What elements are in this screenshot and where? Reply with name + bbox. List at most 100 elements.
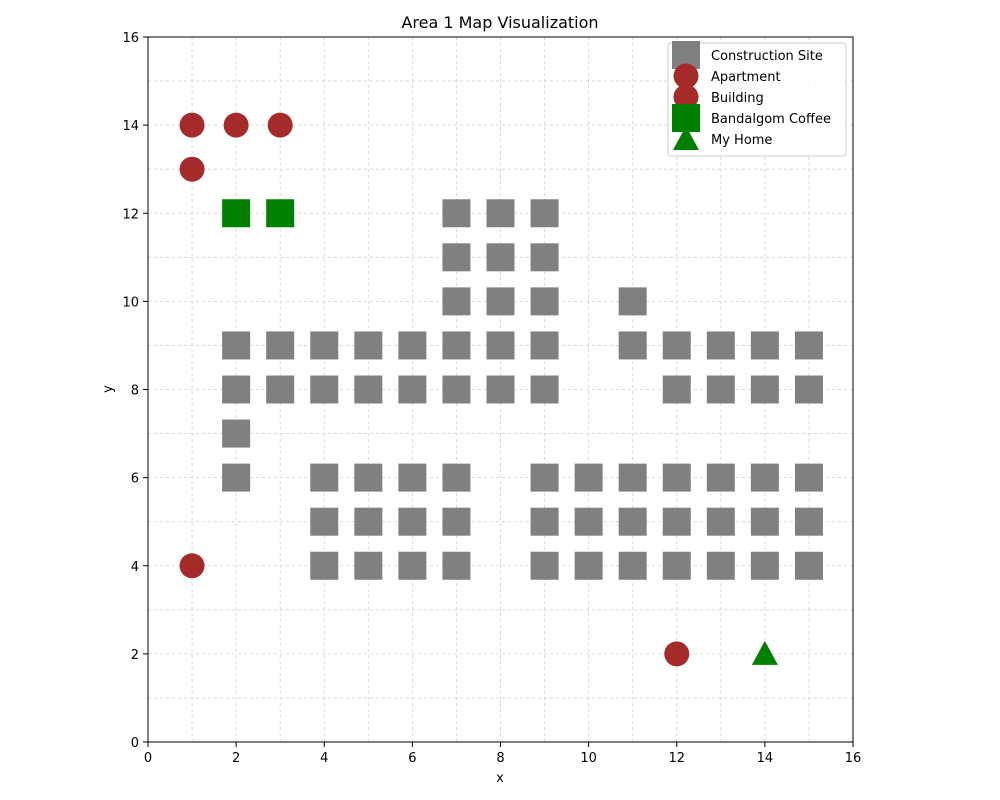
axis-ticks: 0 2 4 6 8 10 12 14 16 0 2 4 6 8 10 12 14 16 [122, 31, 861, 766]
construction-site-marker [442, 551, 471, 580]
y-tick-label: 14 [122, 119, 139, 134]
construction-site-marker [398, 507, 427, 536]
construction-site-marker [442, 375, 471, 404]
legend-building-label: Building [711, 91, 764, 106]
construction-site-marker [222, 375, 251, 404]
construction-site-marker [750, 463, 779, 492]
construction-site-marker [618, 331, 647, 360]
legend-apartment-label: Apartment [711, 70, 781, 85]
construction-site-marker [310, 551, 339, 580]
y-axis-label: y [101, 385, 116, 393]
y-tick-label: 16 [122, 31, 139, 46]
construction-site-marker [706, 375, 735, 404]
construction-site-marker [530, 243, 559, 272]
construction-site-marker [266, 331, 295, 360]
x-tick-label: 0 [144, 751, 152, 766]
construction-site-marker [530, 199, 559, 228]
plot-marks [179, 112, 823, 667]
apartment-marker [179, 112, 205, 138]
x-tick-label: 10 [580, 751, 597, 766]
legend-apartment-marker [673, 63, 699, 89]
construction-site-marker [442, 287, 471, 316]
legend-my-home-label: My Home [711, 133, 772, 148]
chart-title: Area 1 Map Visualization [401, 13, 598, 32]
x-axis-label: x [496, 771, 504, 786]
y-tick-label: 8 [131, 384, 139, 399]
construction-site-marker [310, 375, 339, 404]
construction-site-marker [354, 331, 383, 360]
construction-site-marker [530, 287, 559, 316]
construction-site-marker [442, 331, 471, 360]
construction-site-marker [750, 507, 779, 536]
x-tick-label: 12 [668, 751, 685, 766]
x-tick-label: 8 [496, 751, 504, 766]
construction-site-marker [662, 331, 691, 360]
construction-site-marker [618, 287, 647, 316]
construction-site-marker [662, 375, 691, 404]
apartment-marker [223, 112, 249, 138]
construction-site-marker [354, 551, 383, 580]
construction-site-marker [574, 463, 603, 492]
construction-site-marker [398, 331, 427, 360]
construction-site-marker [354, 463, 383, 492]
construction-site-marker [354, 507, 383, 536]
bandalgom-coffee-marker [266, 199, 295, 228]
construction-site-marker [750, 551, 779, 580]
construction-site-marker [398, 463, 427, 492]
x-tick-label: 2 [232, 751, 240, 766]
construction-site-marker [794, 331, 823, 360]
construction-site-marker [750, 375, 779, 404]
apartment-marker [664, 641, 690, 667]
construction-site-marker [530, 375, 559, 404]
construction-site-marker [662, 463, 691, 492]
construction-site-marker [442, 243, 471, 272]
apartment-marker [267, 112, 293, 138]
construction-site-marker [398, 375, 427, 404]
construction-site-marker [486, 331, 515, 360]
construction-site-marker [266, 375, 295, 404]
y-tick-label: 12 [122, 207, 139, 222]
x-tick-label: 6 [408, 751, 416, 766]
y-tick-label: 2 [131, 648, 139, 663]
legend-box [667, 42, 847, 157]
construction-site-marker [794, 507, 823, 536]
construction-site-marker [618, 507, 647, 536]
construction-site-marker [310, 463, 339, 492]
construction-site-marker [486, 199, 515, 228]
construction-site-marker [398, 551, 427, 580]
construction-site-marker [486, 375, 515, 404]
apartment-marker [179, 553, 205, 579]
construction-site-marker [794, 375, 823, 404]
construction-site-marker [574, 551, 603, 580]
construction-site-marker [794, 463, 823, 492]
construction-site-marker [662, 551, 691, 580]
construction-site-marker [310, 507, 339, 536]
legend-my-home-marker [673, 126, 699, 150]
construction-site-marker [222, 419, 251, 448]
construction-site-marker [222, 463, 251, 492]
legend-building-marker [673, 84, 699, 110]
construction-site-marker [310, 331, 339, 360]
construction-site-marker [486, 243, 515, 272]
y-tick-label: 4 [131, 560, 139, 575]
x-tick-label: 16 [845, 751, 862, 766]
construction-site-marker [222, 331, 251, 360]
my-home-marker [751, 640, 778, 665]
construction-site-marker [750, 331, 779, 360]
x-tick-label: 14 [757, 751, 774, 766]
construction-site-marker [794, 551, 823, 580]
legend-construction-site-label: Construction Site [711, 49, 823, 64]
construction-site-marker [442, 199, 471, 228]
construction-site-marker [618, 463, 647, 492]
construction-site-marker [530, 331, 559, 360]
construction-site-marker [486, 287, 515, 316]
construction-site-marker [442, 463, 471, 492]
construction-site-marker [706, 331, 735, 360]
construction-site-marker [530, 551, 559, 580]
apartment-marker [179, 156, 205, 182]
x-tick-label: 4 [320, 751, 328, 766]
legend-bandalgom-coffee-label: Bandalgom Coffee [711, 112, 831, 127]
construction-site-marker [706, 507, 735, 536]
y-tick-label: 0 [131, 736, 139, 751]
